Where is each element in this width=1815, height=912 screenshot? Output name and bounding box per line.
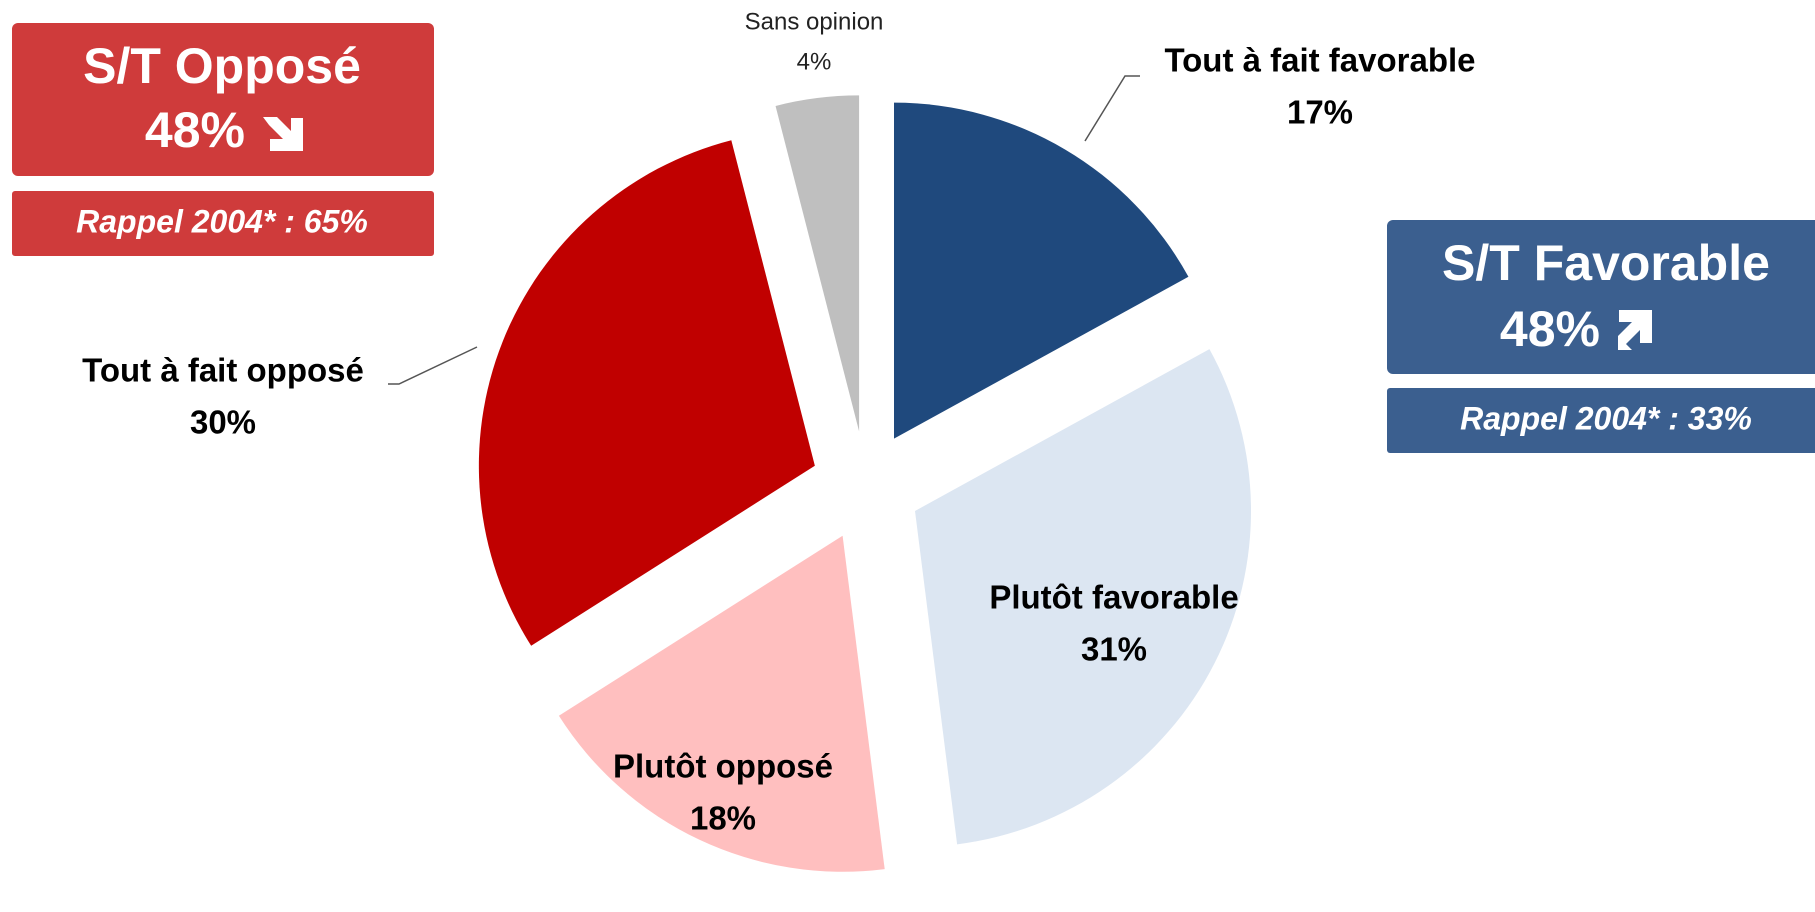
pie-slice bbox=[558, 535, 885, 872]
favorable-box bbox=[1387, 220, 1815, 374]
slice-label: Plutôt opposé bbox=[613, 748, 833, 785]
slice-label: Tout à fait favorable bbox=[1164, 42, 1475, 79]
leader-line bbox=[388, 346, 478, 385]
slice-value-label: 17% bbox=[1287, 94, 1353, 131]
favorable-title: S/T Favorable bbox=[1442, 235, 1770, 291]
slice-value-label: 31% bbox=[1081, 631, 1147, 668]
slice-value-label: 18% bbox=[690, 800, 756, 837]
favorable-value: 48% bbox=[1500, 301, 1600, 357]
opposed-title: S/T Opposé bbox=[83, 38, 361, 94]
opposed-note: Rappel 2004* : 65% bbox=[76, 203, 368, 239]
up-arrow bbox=[1618, 310, 1652, 350]
slice-value-label: 30% bbox=[190, 404, 256, 441]
slice-label: Sans opinion bbox=[745, 8, 884, 35]
pie-slice bbox=[915, 349, 1252, 845]
favorable-note-box bbox=[1387, 388, 1815, 453]
leader-line bbox=[1084, 75, 1140, 142]
down-arrow bbox=[263, 117, 303, 151]
slice-label: Tout à fait opposé bbox=[82, 352, 364, 389]
pie-slice bbox=[775, 95, 860, 432]
opposed-value: 48% bbox=[145, 102, 245, 158]
pie-slice bbox=[478, 140, 815, 646]
opposed-note-box bbox=[12, 191, 434, 256]
slice-value-label: 4% bbox=[797, 48, 832, 75]
slice-label: Plutôt favorable bbox=[989, 579, 1238, 616]
favorable-note: Rappel 2004* : 33% bbox=[1460, 400, 1752, 436]
pie-slice bbox=[893, 102, 1189, 439]
opposed-box bbox=[12, 23, 434, 176]
